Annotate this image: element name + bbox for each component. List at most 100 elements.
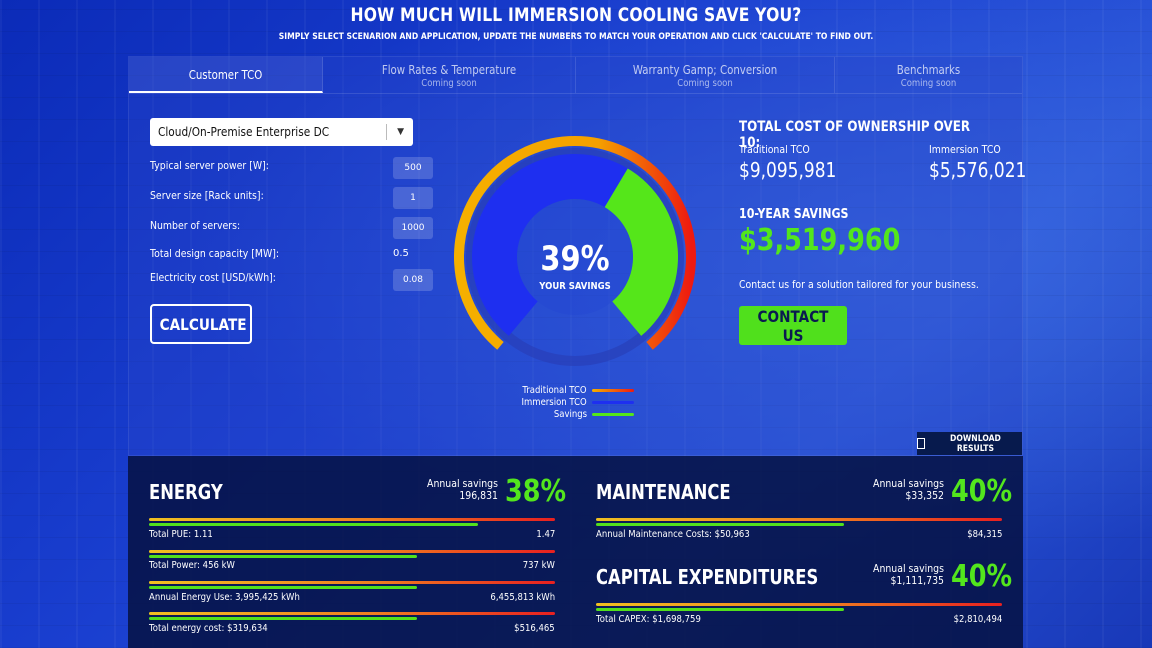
immersion-tco: Immersion TCO $5,576,021 xyxy=(929,143,1044,182)
gauge-legend: Traditional TCO Immersion TCO Savings xyxy=(509,384,634,420)
tab-flow-rates[interactable]: Flow Rates & Temperature Coming soon xyxy=(323,57,576,93)
maintenance-annual-savings: Annual savings $33,352 xyxy=(844,478,944,502)
legend-swatch xyxy=(592,389,634,392)
tab-label: Flow Rates & Temperature xyxy=(342,63,556,77)
design-capacity-value: 0.5 xyxy=(393,248,409,259)
page-subtitle: SIMPLY SELECT SCENARION AND APPLICATION,… xyxy=(86,32,1065,42)
legend-item-traditional: Traditional TCO xyxy=(509,384,634,396)
traditional-bar xyxy=(596,603,1002,606)
traditional-bar xyxy=(149,550,555,553)
row-value: $84,315 xyxy=(967,529,1002,540)
field-label: Electricity cost [USD/kWh]: xyxy=(150,271,276,284)
capex-title: CAPITAL EXPENDITURES xyxy=(596,565,818,589)
annual-value: $1,111,735 xyxy=(859,575,944,587)
field-label: Server size [Rack units]: xyxy=(150,189,264,202)
immersion-tco-value: $5,576,021 xyxy=(929,158,1026,182)
row-value: 6,455,813 kWh xyxy=(490,592,555,603)
tab-sublabel: Coming soon xyxy=(342,78,556,89)
calculate-button[interactable]: CALCULATE xyxy=(150,304,252,344)
savings-title: 10-YEAR SAVINGS xyxy=(739,207,849,222)
calculate-label: CALCULATE xyxy=(160,315,247,334)
calculator-panel: Customer TCO Flow Rates & Temperature Co… xyxy=(128,56,1023,456)
savings-value: $3,519,960 xyxy=(739,223,900,258)
immersion-bar xyxy=(596,608,844,611)
tab-sublabel: Coming soon xyxy=(849,78,1008,89)
traditional-tco-value: $9,095,981 xyxy=(739,158,836,182)
capex-percent: 40% xyxy=(951,559,1012,594)
tab-label: Warranty Gamp; Conversion xyxy=(595,63,814,77)
server-size-input[interactable] xyxy=(393,187,433,209)
legend-label: Traditional TCO xyxy=(523,385,587,396)
immersion-bar xyxy=(149,555,417,558)
select-divider xyxy=(386,124,387,140)
scenario-select-value: Cloud/On-Premise Enterprise DC xyxy=(158,118,329,146)
legend-label: Immersion TCO xyxy=(522,397,587,408)
traditional-bar xyxy=(149,581,555,584)
contact-us-label: CONTACT US xyxy=(747,307,839,345)
annual-value: 196,831 xyxy=(413,490,498,502)
traditional-bar xyxy=(149,518,555,521)
legend-item-immersion: Immersion TCO xyxy=(509,396,634,408)
download-results-button[interactable]: DOWNLOAD RESULTS xyxy=(917,432,1022,455)
immersion-bar xyxy=(149,523,478,526)
row-label: Total PUE: 1.11 xyxy=(149,529,213,540)
results-section: ENERGY Annual savings 196,831 38% Total … xyxy=(128,456,1023,648)
field-label: Typical server power [W]: xyxy=(150,159,269,172)
field-label: Number of servers: xyxy=(150,219,240,232)
immersion-bar xyxy=(149,617,417,620)
field-number-servers: Number of servers: xyxy=(150,219,440,232)
contact-us-button[interactable]: CONTACT US xyxy=(739,306,847,345)
tab-label: Customer TCO xyxy=(143,68,307,82)
server-power-input[interactable] xyxy=(393,157,433,179)
field-server-power: Typical server power [W]: xyxy=(150,159,440,172)
legend-swatch xyxy=(592,401,634,404)
row-label: Total CAPEX: $1,698,759 xyxy=(596,614,701,625)
legend-item-savings: Savings xyxy=(509,408,634,420)
traditional-bar xyxy=(596,518,1002,521)
maintenance-percent: 40% xyxy=(951,474,1012,509)
energy-annual-savings: Annual savings 196,831 xyxy=(398,478,498,502)
field-design-capacity: Total design capacity [MW]: 0.5 xyxy=(150,247,440,260)
page-header: HOW MUCH WILL IMMERSION COOLING SAVE YOU… xyxy=(0,0,1152,42)
row-value: 737 kW xyxy=(523,560,555,571)
chevron-down-icon[interactable]: ▼ xyxy=(397,118,404,146)
tab-warranty[interactable]: Warranty Gamp; Conversion Coming soon xyxy=(576,57,835,93)
gauge-percent: 39% xyxy=(540,240,609,279)
number-servers-input[interactable] xyxy=(393,217,433,239)
row-value: 1.47 xyxy=(536,529,555,540)
traditional-bar xyxy=(149,612,555,615)
legend-label: Savings xyxy=(554,409,587,420)
immersion-tco-label: Immersion TCO xyxy=(929,143,1026,156)
tab-label: Benchmarks xyxy=(849,63,1008,77)
scenario-select[interactable]: Cloud/On-Premise Enterprise DC ▼ xyxy=(150,118,413,146)
field-server-size: Server size [Rack units]: xyxy=(150,189,440,202)
immersion-bar xyxy=(149,586,417,589)
immersion-bar xyxy=(596,523,844,526)
electricity-cost-input[interactable] xyxy=(393,269,433,291)
energy-percent: 38% xyxy=(505,474,566,509)
row-value: $516,465 xyxy=(514,623,555,634)
row-label: Annual Maintenance Costs: $50,963 xyxy=(596,529,750,540)
row-label: Annual Energy Use: 3,995,425 kWh xyxy=(149,592,300,603)
row-label: Total Power: 456 kW xyxy=(149,560,235,571)
download-label: DOWNLOAD RESULTS xyxy=(936,434,1015,454)
tab-benchmarks[interactable]: Benchmarks Coming soon xyxy=(835,57,1022,93)
legend-swatch xyxy=(592,413,634,416)
page-title: HOW MUCH WILL IMMERSION COOLING SAVE YOU… xyxy=(104,4,1049,26)
traditional-tco-label: Traditional TCO xyxy=(739,143,836,156)
row-value: $2,810,494 xyxy=(953,614,1002,625)
row-label: Total energy cost: $319,634 xyxy=(149,623,268,634)
tab-sublabel: Coming soon xyxy=(595,78,814,89)
annual-value: $33,352 xyxy=(859,490,944,502)
field-electricity-cost: Electricity cost [USD/kWh]: xyxy=(150,271,440,284)
tab-bar: Customer TCO Flow Rates & Temperature Co… xyxy=(129,57,1022,94)
energy-title: ENERGY xyxy=(149,480,223,504)
capex-annual-savings: Annual savings $1,111,735 xyxy=(844,563,944,587)
tab-customer-tco[interactable]: Customer TCO xyxy=(129,57,323,93)
gauge-caption: YOUR SAVINGS xyxy=(538,280,610,292)
savings-gauge: 39% YOUR SAVINGS xyxy=(439,132,709,372)
field-label: Total design capacity [MW]: xyxy=(150,247,279,260)
document-icon xyxy=(917,438,925,449)
maintenance-title: MAINTENANCE xyxy=(596,480,731,504)
contact-text: Contact us for a solution tailored for y… xyxy=(739,278,979,291)
